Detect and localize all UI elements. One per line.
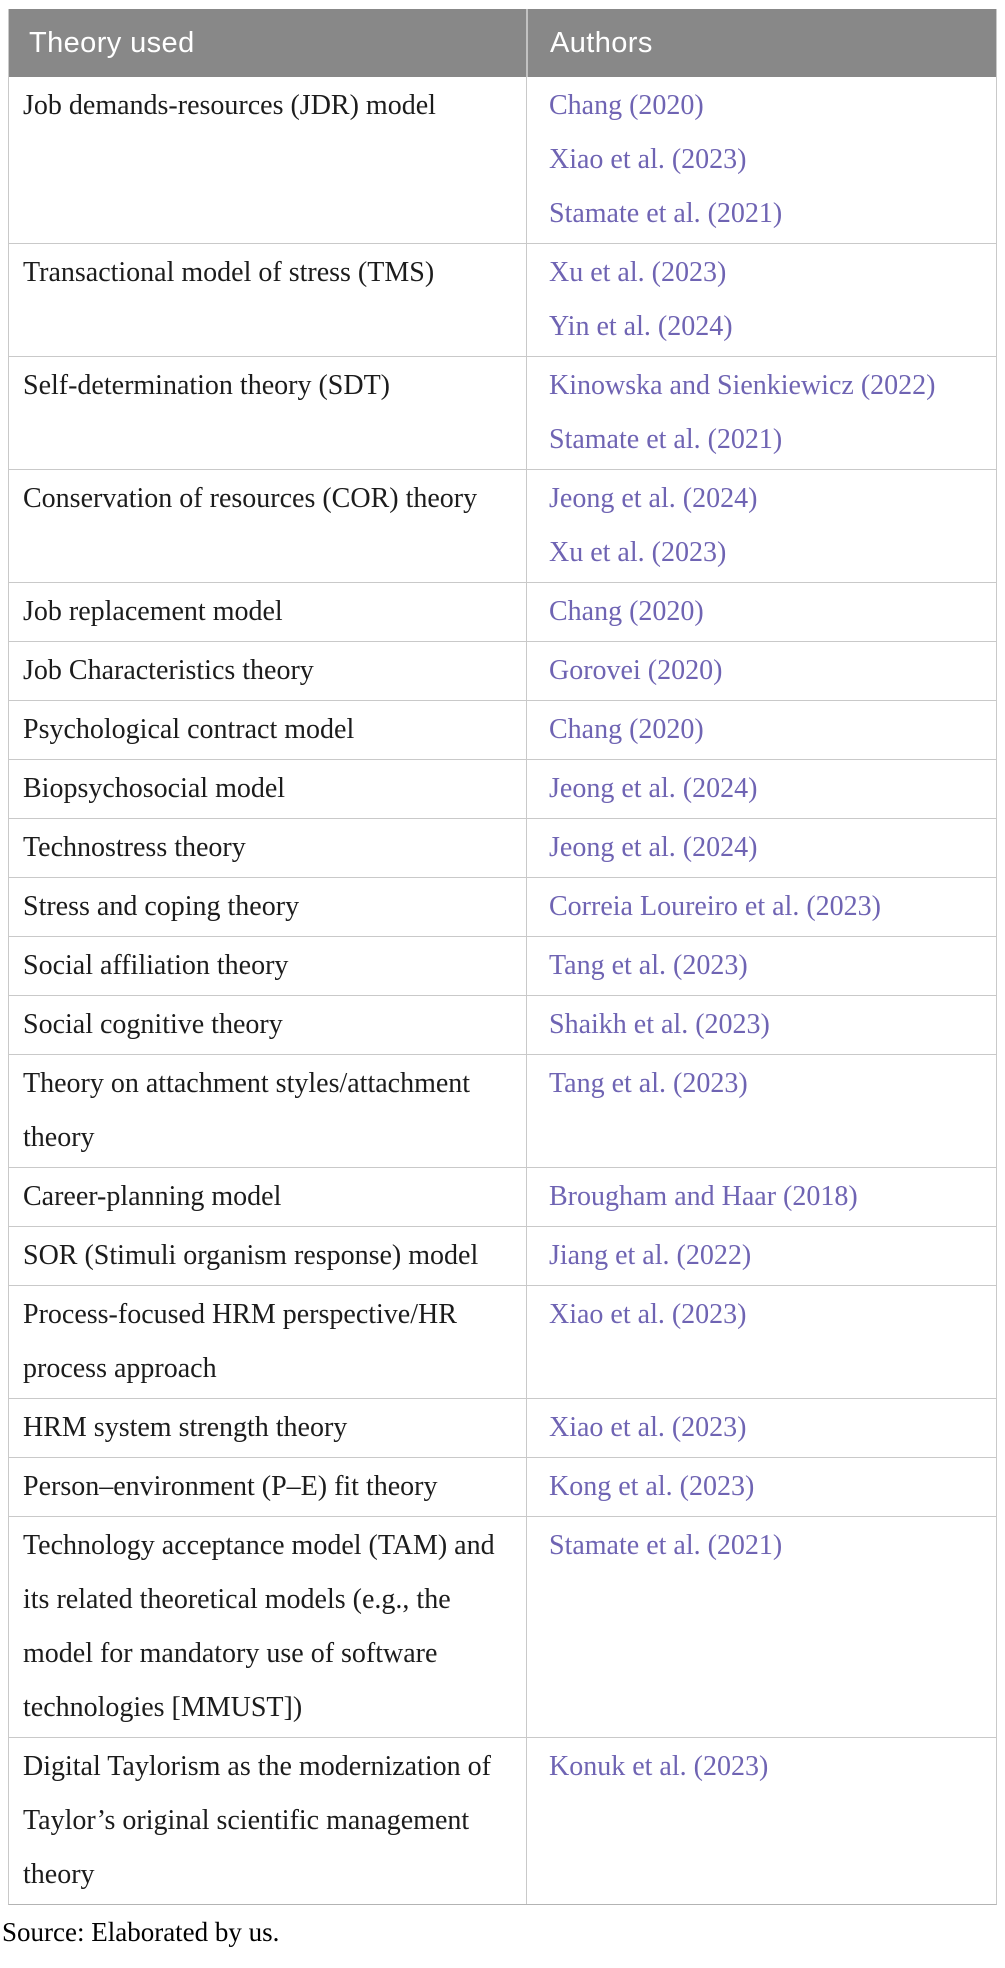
authors-cell: Tang et al. (2023) (526, 937, 996, 995)
table-row: Job replacement model Chang (2020) (9, 583, 996, 642)
table-row: Conservation of resources (COR) theory Je… (9, 470, 996, 583)
citation-link[interactable]: Shaikh et al. (2023) (549, 1009, 770, 1040)
table-row: Job Characteristics theory Gorovei (2020) (9, 642, 996, 701)
theory-cell: Job demands-resources (JDR) model (23, 90, 436, 121)
authors-cell: Xu et al. (2023) Yin et al. (2024) (526, 244, 996, 356)
citation-link[interactable]: Yin et al. (2024) (549, 311, 733, 342)
table-row: Technology acceptance model (TAM) and it… (9, 1517, 996, 1738)
citation-link[interactable]: Stamate et al. (2021) (549, 198, 783, 229)
authors-cell: Konuk et al. (2023) (526, 1738, 996, 1904)
citation-link[interactable]: Chang (2020) (549, 714, 704, 745)
theory-cell: Transactional model of stress (TMS) (23, 257, 435, 288)
authors-cell: Jiang et al. (2022) (526, 1227, 996, 1285)
authors-cell: Jeong et al. (2024) (526, 760, 996, 818)
theory-cell: Technology acceptance model (TAM) and it… (23, 1530, 495, 1723)
table-body: Job demands-resources (JDR) model Chang (… (9, 77, 996, 1904)
citation-link[interactable]: Chang (2020) (549, 596, 704, 627)
citation-link[interactable]: Kong et al. (2023) (549, 1471, 755, 1502)
table-row: Technostress theory Jeong et al. (2024) (9, 819, 996, 878)
table-row: Transactional model of stress (TMS) Xu et… (9, 244, 996, 357)
theory-cell: Job replacement model (23, 596, 283, 627)
table-row: Person–environment (P–E) fit theory Kong … (9, 1458, 996, 1517)
citation-link[interactable]: Xu et al. (2023) (549, 537, 727, 568)
table-header: Theory used Authors (9, 9, 996, 77)
theory-cell: Process-focused HRM perspective/HR proce… (23, 1299, 457, 1384)
theory-cell: Stress and coping theory (23, 891, 300, 922)
table-row: SOR (Stimuli organism response) model Jia… (9, 1227, 996, 1286)
header-cell-authors: Authors (526, 9, 996, 77)
authors-cell: Tang et al. (2023) (526, 1055, 996, 1167)
source-note: Source: Elaborated by us. (2, 1917, 280, 1947)
theory-cell: Career-planning model (23, 1181, 282, 1212)
authors-cell: Chang (2020) Xiao et al. (2023) Stamate et… (526, 77, 996, 243)
theory-cell: Biopsychosocial model (23, 773, 286, 804)
citation-link[interactable]: Jeong et al. (2024) (549, 773, 758, 804)
citation-link[interactable]: Xu et al. (2023) (549, 257, 727, 288)
theory-cell: Job Characteristics theory (23, 655, 314, 686)
citation-link[interactable]: Correia Loureiro et al. (2023) (549, 891, 881, 922)
table-row: Self-determination theory (SDT) Kinowska … (9, 357, 996, 470)
citation-link[interactable]: Tang et al. (2023) (549, 950, 748, 981)
table-row: Process-focused HRM perspective/HR proce… (9, 1286, 996, 1399)
citation-link[interactable]: Jiang et al. (2022) (549, 1240, 752, 1271)
citation-link[interactable]: Chang (2020) (549, 90, 704, 121)
theory-cell: Technostress theory (23, 832, 246, 863)
citation-link[interactable]: Xiao et al. (2023) (549, 144, 747, 175)
theory-cell: Theory on attachment styles/attachment t… (23, 1068, 471, 1153)
authors-cell: Correia Loureiro et al. (2023) (526, 878, 996, 936)
citation-link[interactable]: Kinowska and Sienkiewicz (2022) (549, 370, 936, 401)
citation-link[interactable]: Brougham and Haar (2018) (549, 1181, 858, 1212)
authors-cell: Chang (2020) (526, 701, 996, 759)
citation-link[interactable]: Jeong et al. (2024) (549, 483, 758, 514)
table-row: Biopsychosocial model Jeong et al. (2024) (9, 760, 996, 819)
authors-cell: Stamate et al. (2021) (526, 1517, 996, 1737)
theory-cell: Social affiliation theory (23, 950, 289, 981)
citation-link[interactable]: Stamate et al. (2021) (549, 424, 783, 455)
citation-link[interactable]: Xiao et al. (2023) (549, 1412, 747, 1443)
theory-cell: Self-determination theory (SDT) (23, 370, 391, 401)
table-row: Stress and coping theory Correia Loureiro… (9, 878, 996, 937)
table-row: Psychological contract model Chang (2020) (9, 701, 996, 760)
citation-link[interactable]: Konuk et al. (2023) (549, 1751, 769, 1782)
authors-cell: Shaikh et al. (2023) (526, 996, 996, 1054)
table-row: Career-planning model Brougham and Haar (… (9, 1168, 996, 1227)
table-row: Digital Taylorism as the modernization o… (9, 1738, 996, 1904)
table-row: Theory on attachment styles/attachment t… (9, 1055, 996, 1168)
theory-cell: Social cognitive theory (23, 1009, 283, 1040)
authors-cell: Kong et al. (2023) (526, 1458, 996, 1516)
table-row: Social affiliation theory Tang et al. (20… (9, 937, 996, 996)
authors-cell: Kinowska and Sienkiewicz (2022) Stamate e… (526, 357, 996, 469)
header-cell-theory-used: Theory used (29, 26, 195, 59)
citation-link[interactable]: Gorovei (2020) (549, 655, 723, 686)
theory-authors-table: Theory used Authors Job demands-resource… (8, 9, 997, 1905)
authors-cell: Xiao et al. (2023) (526, 1399, 996, 1457)
authors-cell: Gorovei (2020) (526, 642, 996, 700)
citation-link[interactable]: Jeong et al. (2024) (549, 832, 758, 863)
authors-cell: Brougham and Haar (2018) (526, 1168, 996, 1226)
theory-cell: Person–environment (P–E) fit theory (23, 1471, 438, 1502)
theory-cell: HRM system strength theory (23, 1412, 348, 1443)
citation-link[interactable]: Stamate et al. (2021) (549, 1530, 783, 1561)
authors-cell: Xiao et al. (2023) (526, 1286, 996, 1398)
authors-cell: Jeong et al. (2024) (526, 819, 996, 877)
authors-cell: Jeong et al. (2024) Xu et al. (2023) (526, 470, 996, 582)
authors-cell: Chang (2020) (526, 583, 996, 641)
theory-cell: Digital Taylorism as the modernization o… (23, 1751, 491, 1890)
theory-cell: SOR (Stimuli organism response) model (23, 1240, 479, 1271)
citation-link[interactable]: Tang et al. (2023) (549, 1068, 748, 1099)
theory-cell: Psychological contract model (23, 714, 355, 745)
theory-cell: Conservation of resources (COR) theory (23, 483, 478, 514)
table-row: Social cognitive theory Shaikh et al. (20… (9, 996, 996, 1055)
table-row: Job demands-resources (JDR) model Chang (… (9, 77, 996, 244)
table-row: HRM system strength theory Xiao et al. (2… (9, 1399, 996, 1458)
citation-link[interactable]: Xiao et al. (2023) (549, 1299, 747, 1330)
